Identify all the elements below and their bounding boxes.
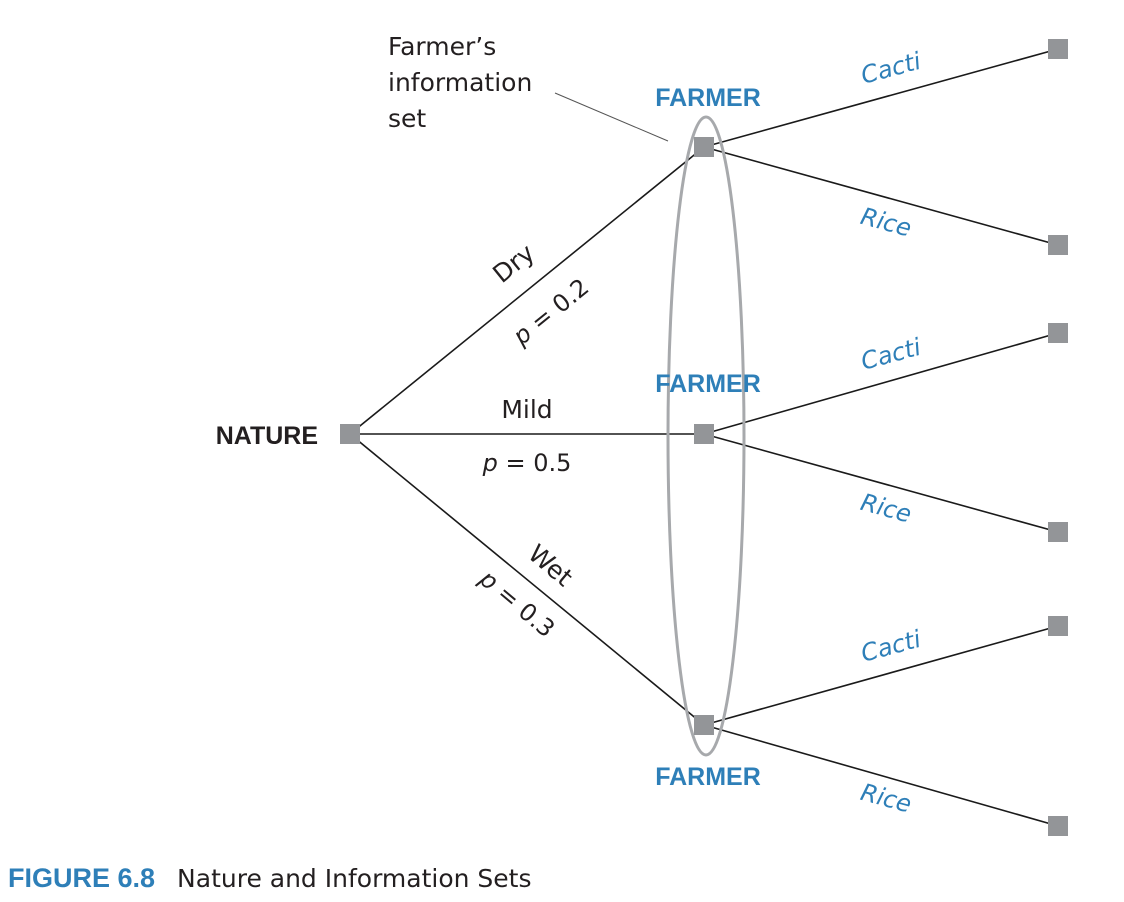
figure-number: FIGURE 6.8 <box>8 862 156 893</box>
terminal-node-wet-rice <box>1048 816 1068 836</box>
farmer-node-mild <box>694 424 714 444</box>
figure-caption: FIGURE 6.8 Nature and Information Sets <box>8 858 532 898</box>
action-label-dry-rice: Rice <box>858 202 915 242</box>
nature-node <box>340 424 360 444</box>
annotation-leader-line <box>554 92 669 142</box>
edge-wet-cacti <box>703 625 1059 726</box>
terminal-node-wet-cacti <box>1048 616 1068 636</box>
edge-dry <box>349 146 705 435</box>
farmer-label-top: FARMER <box>655 84 761 112</box>
game-tree-diagram: NATURE Farmer’s information set FARMER F… <box>216 32 1068 836</box>
branch-label-dry: Dry <box>487 238 540 289</box>
edge-mild-rice <box>703 433 1059 533</box>
action-label-mild-cacti: Cacti <box>858 333 924 376</box>
nature-label: NATURE <box>216 422 318 450</box>
terminal-node-mild-cacti <box>1048 323 1068 343</box>
edge-dry-rice <box>703 146 1059 246</box>
farmer-node-wet <box>694 715 714 735</box>
branch-label-mild: Mild <box>501 395 552 424</box>
action-label-wet-rice: Rice <box>858 778 915 818</box>
edge-mild-cacti <box>703 332 1059 435</box>
annotation-line-2: information <box>388 68 532 97</box>
information-set-oval <box>666 115 746 757</box>
terminal-node-mild-rice <box>1048 522 1068 542</box>
figure-title: Nature and Information Sets <box>177 863 532 893</box>
edge-wet <box>349 433 705 726</box>
farmer-node-dry <box>694 137 714 157</box>
annotation-line-3: set <box>388 104 426 133</box>
edge-wet-rice <box>703 724 1059 827</box>
terminal-node-dry-cacti <box>1048 39 1068 59</box>
farmer-label-middle: FARMER <box>655 370 761 398</box>
annotation-line-1: Farmer’s <box>388 32 496 61</box>
branch-prob-mild: p = 0.5 <box>482 449 572 477</box>
branch-label-wet: Wet <box>523 539 579 592</box>
terminal-node-dry-rice <box>1048 235 1068 255</box>
farmer-label-bottom: FARMER <box>655 763 761 791</box>
action-label-dry-cacti: Cacti <box>858 47 924 90</box>
edge-dry-cacti <box>703 48 1059 148</box>
branch-prob-dry: p = 0.2 <box>507 273 594 351</box>
action-label-mild-rice: Rice <box>858 488 915 528</box>
action-label-wet-cacti: Cacti <box>858 625 924 668</box>
